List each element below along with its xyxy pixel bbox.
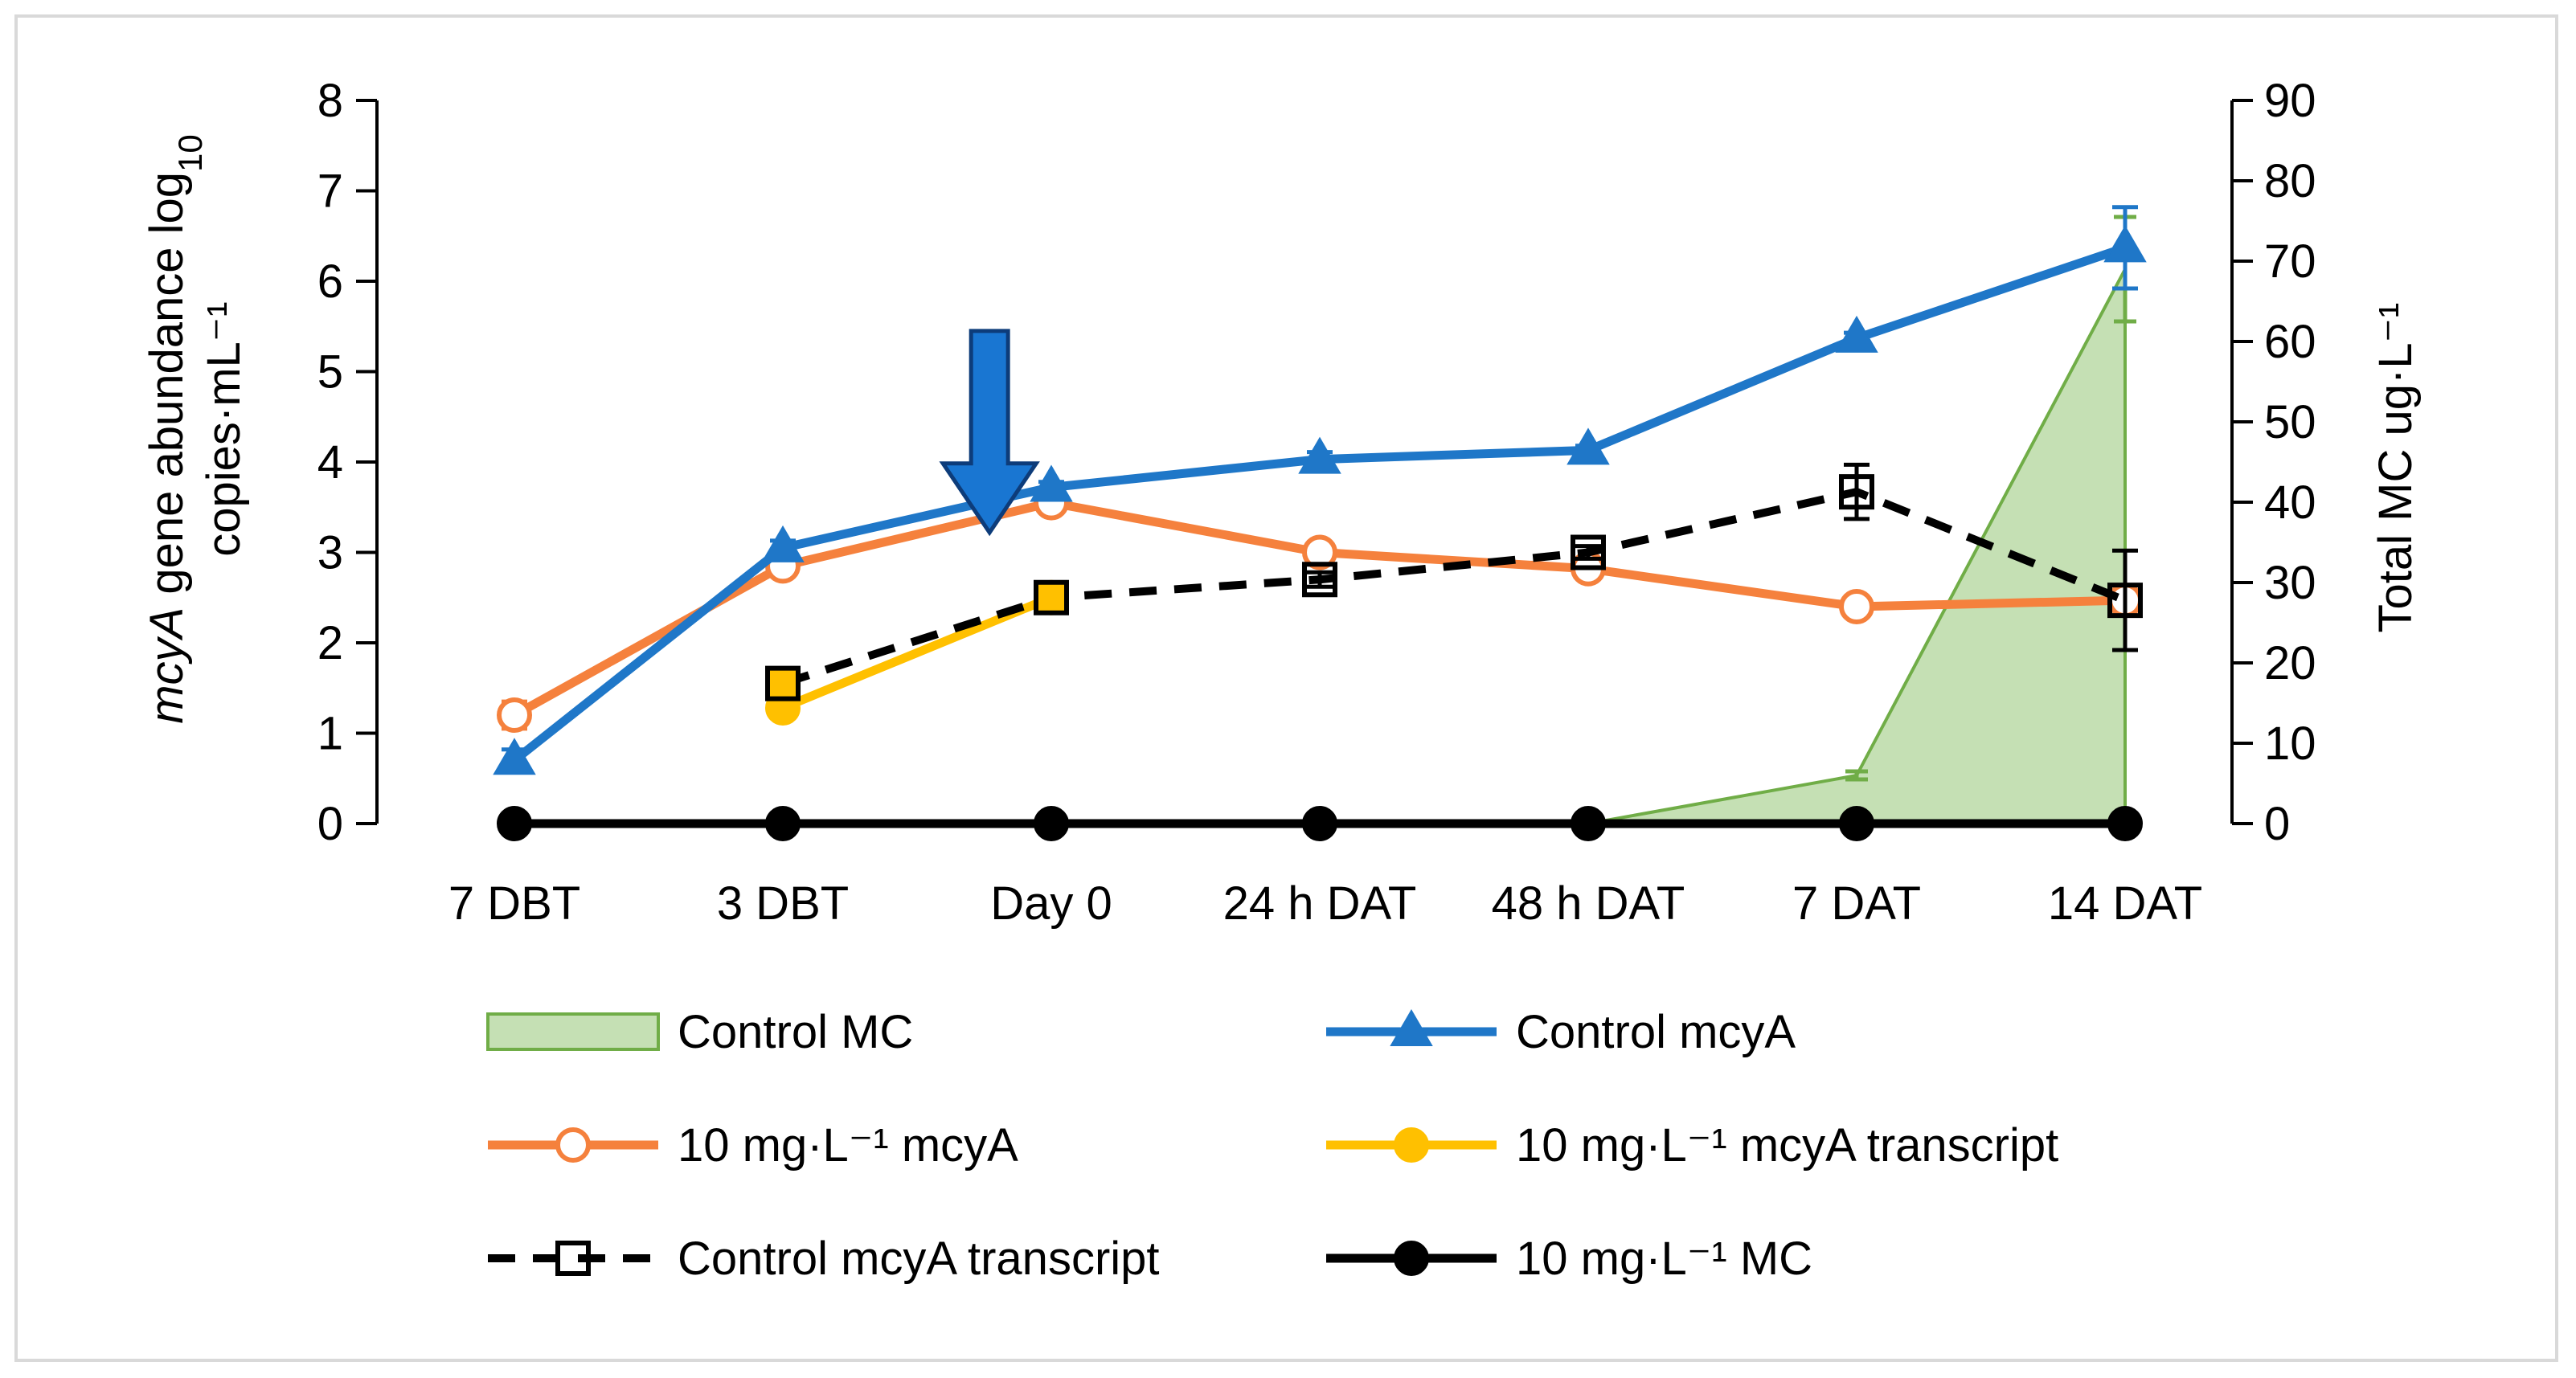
- x-tick-label: 7 DBT: [448, 877, 580, 930]
- legend-control-mc-label: Control MC: [678, 1006, 913, 1058]
- legend-10-mg-l-mc-marker: [1394, 1241, 1429, 1276]
- control-mcya-marker: [1030, 464, 1073, 502]
- chart: mcyA gene abundance log10 copies·mL⁻¹ To…: [141, 75, 2422, 1285]
- legend-10-mg-l-mcya-transcript-label: 10 mg·L⁻¹ mcyA transcript: [1516, 1119, 2058, 1172]
- legend-control-mcya-label: Control mcyA: [1516, 1006, 1796, 1058]
- 10-mg-l-mcya-transcript-series: [765, 579, 1069, 726]
- y-left-tick-label: 8: [317, 75, 343, 127]
- y-right-tick-label: 30: [2264, 557, 2316, 609]
- control-mcya-transcript-marker: [2107, 583, 2143, 619]
- control-mcya-marker: [2103, 225, 2147, 263]
- y-left-axis-title-line2: copies·mL⁻¹: [198, 301, 250, 556]
- y-right-axis-title: Total MC ug·L⁻¹: [2369, 303, 2422, 633]
- treatment-arrow: [939, 329, 1040, 537]
- legend-control-mcya-transcript: Control mcyA transcript: [488, 1233, 1160, 1285]
- y-left-tick-label: 6: [317, 256, 343, 308]
- control-mcya-transcript-marker-fill: [1036, 582, 1067, 613]
- x-tick-label: 3 DBT: [717, 877, 849, 930]
- control-mcya-series: [493, 205, 2147, 775]
- control-mcya-marker: [1298, 436, 1341, 474]
- control-mcya-transcript-marker-fill: [768, 668, 798, 699]
- y-right-tick-label: 80: [2264, 155, 2316, 207]
- y-right-tick-label: 70: [2264, 235, 2316, 288]
- control-mcya-marker: [1566, 427, 1610, 465]
- y-right-tick-label: 20: [2264, 637, 2316, 689]
- control-mcya-transcript-marker: [1571, 534, 1606, 570]
- legend-control-mcya: Control mcyA: [1326, 1006, 1796, 1058]
- legend-control-mc-swatch: [486, 1012, 660, 1051]
- 10-mg-l-mc-marker: [1302, 806, 1337, 841]
- 10-mg-l-mcya-line: [512, 498, 2126, 719]
- series-layer: [493, 205, 2147, 841]
- x-tick-label: 24 h DAT: [1223, 877, 1417, 930]
- 10-mg-l-mc-marker: [2107, 806, 2143, 841]
- axes: [356, 99, 2253, 825]
- legend-10-mg-l-mcya-label: 10 mg·L⁻¹ mcyA: [678, 1119, 1018, 1172]
- legend-control-mcya-transcript-label: Control mcyA transcript: [678, 1233, 1160, 1285]
- y-left-tick-label: 5: [317, 346, 343, 399]
- y-right-tick-label: 0: [2264, 798, 2290, 850]
- 10-mg-l-mc-marker: [1839, 806, 1874, 841]
- control-mcya-marker: [1835, 315, 1878, 353]
- 10-mg-l-mcya-series: [497, 485, 2143, 733]
- y-left-tick-label: 7: [317, 166, 343, 218]
- y-left-tick-label: 0: [317, 798, 343, 850]
- legend-10-mg-l-mcya-transcript-marker: [1394, 1127, 1429, 1163]
- legend: Control MC Control mcyA 10 mg·L⁻¹ mcyA 10 m…: [486, 1006, 2058, 1285]
- control-mcya-marker: [761, 525, 805, 562]
- axis-labels: mcyA gene abundance log10 copies·mL⁻¹ To…: [141, 75, 2422, 930]
- y-right-tick-label: 40: [2264, 476, 2316, 529]
- x-tick-label: 48 h DAT: [1492, 877, 1685, 930]
- x-tick-label: 14 DAT: [2048, 877, 2202, 930]
- y-right-tick-label: 50: [2264, 396, 2316, 448]
- 10-mg-l-mc-marker: [765, 806, 801, 841]
- 10-mg-l-mc-marker: [1034, 806, 1069, 841]
- control-mcya-transcript-marker: [1839, 474, 1874, 510]
- y-left-tick-label: 1: [317, 708, 343, 760]
- 10-mg-l-mcya-marker: [1839, 589, 1874, 624]
- legend-10-mg-l-mcya-marker: [555, 1127, 591, 1163]
- 10-mg-l-mcya-marker: [497, 697, 532, 733]
- legend-control-mcya-transcript-marker: [555, 1241, 591, 1276]
- 10-mg-l-mc-marker: [1571, 806, 1606, 841]
- legend-10-mg-l-mcya: 10 mg·L⁻¹ mcyA: [488, 1119, 1018, 1172]
- y-right-tick-label: 10: [2264, 718, 2316, 770]
- y-right-tick-label: 90: [2264, 75, 2316, 127]
- control-mcya-transcript-series: [765, 462, 2143, 701]
- y-left-tick-label: 2: [317, 617, 343, 669]
- y-right-tick-label: 60: [2264, 316, 2316, 368]
- control-mcya-transcript-marker: [765, 665, 801, 701]
- legend-10-mg-l-mc-label: 10 mg·L⁻¹ MC: [1516, 1233, 1812, 1285]
- x-tick-label: 7 DAT: [1792, 877, 1921, 930]
- annotation-layer: [939, 329, 1040, 537]
- y-left-axis-title: mcyA gene abundance log10: [141, 134, 209, 724]
- legend-10-mg-l-mc: 10 mg·L⁻¹ MC: [1326, 1233, 1812, 1285]
- chart-frame: mcyA gene abundance log10 copies·mL⁻¹ To…: [14, 14, 2558, 1362]
- y-left-tick-label: 3: [317, 527, 343, 579]
- x-tick-label: Day 0: [990, 877, 1112, 930]
- y-left-tick-label: 4: [317, 436, 343, 489]
- control-mcya-transcript-marker: [1034, 579, 1069, 615]
- legend-control-mc: Control MC: [486, 1006, 913, 1058]
- legend-control-mcya-marker: [1390, 1009, 1433, 1046]
- 10-mg-l-mcya-marker: [1302, 534, 1337, 570]
- control-mcya-transcript-marker: [1302, 562, 1337, 598]
- 10-mg-l-mc-series: [497, 806, 2143, 841]
- 10-mg-l-mc-marker: [497, 806, 532, 841]
- control-mcya-marker: [493, 738, 536, 775]
- legend-10-mg-l-mcya-transcript: 10 mg·L⁻¹ mcyA transcript: [1326, 1119, 2058, 1172]
- control-mcya-transcript-line: [781, 488, 2127, 688]
